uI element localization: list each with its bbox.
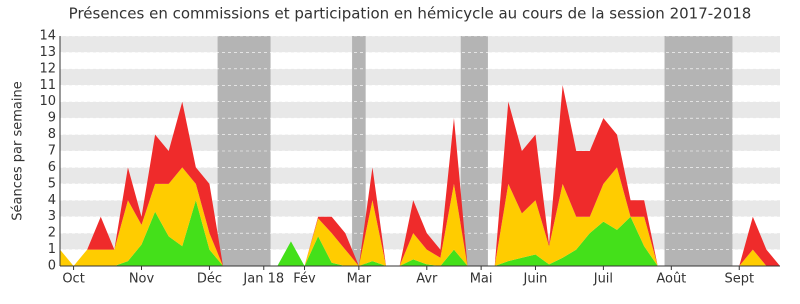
y-tick-label: 0 bbox=[48, 259, 56, 274]
x-tick-label: Août bbox=[656, 272, 686, 287]
x-tick-label: Jan 18 bbox=[242, 272, 284, 287]
y-tick-label: 10 bbox=[39, 94, 56, 109]
shaded-range bbox=[217, 36, 271, 266]
y-tick-label: 9 bbox=[48, 111, 56, 126]
y-tick-label: 6 bbox=[48, 160, 56, 175]
shaded-range bbox=[352, 36, 366, 266]
x-tick-label: Avr bbox=[416, 272, 438, 287]
y-tick-label: 8 bbox=[48, 127, 56, 142]
y-tick-label: 11 bbox=[39, 78, 56, 93]
area bbox=[60, 167, 780, 266]
x-tick-label: Juin bbox=[523, 272, 548, 287]
y-tick-label: 14 bbox=[39, 29, 56, 44]
y-tick-label: 2 bbox=[48, 226, 56, 241]
y-tick-label: 4 bbox=[48, 193, 56, 208]
y-tick-label: 3 bbox=[48, 209, 56, 224]
x-tick-label: Sept bbox=[724, 272, 754, 287]
y-tick-label: 12 bbox=[39, 61, 56, 76]
y-tick-label: 1 bbox=[48, 242, 56, 257]
x-tick-label: Nov bbox=[129, 272, 155, 287]
y-tick-label: 5 bbox=[48, 176, 56, 191]
x-tick-label: Mai bbox=[470, 272, 493, 287]
x-tick-label: Mar bbox=[347, 272, 372, 287]
y-tick-label: 13 bbox=[39, 45, 56, 60]
x-tick-label: Juil bbox=[593, 272, 613, 287]
y-tick-label: 7 bbox=[48, 144, 56, 159]
x-tick-label: Fév bbox=[293, 272, 316, 287]
chart-title: Présences en commissions et participatio… bbox=[69, 5, 752, 23]
y-axis-label: Séances par semaine bbox=[11, 81, 26, 220]
area bbox=[60, 200, 780, 266]
x-tick-label: Oct bbox=[62, 272, 84, 287]
x-tick-label: Déc bbox=[197, 272, 222, 287]
area bbox=[60, 85, 780, 267]
